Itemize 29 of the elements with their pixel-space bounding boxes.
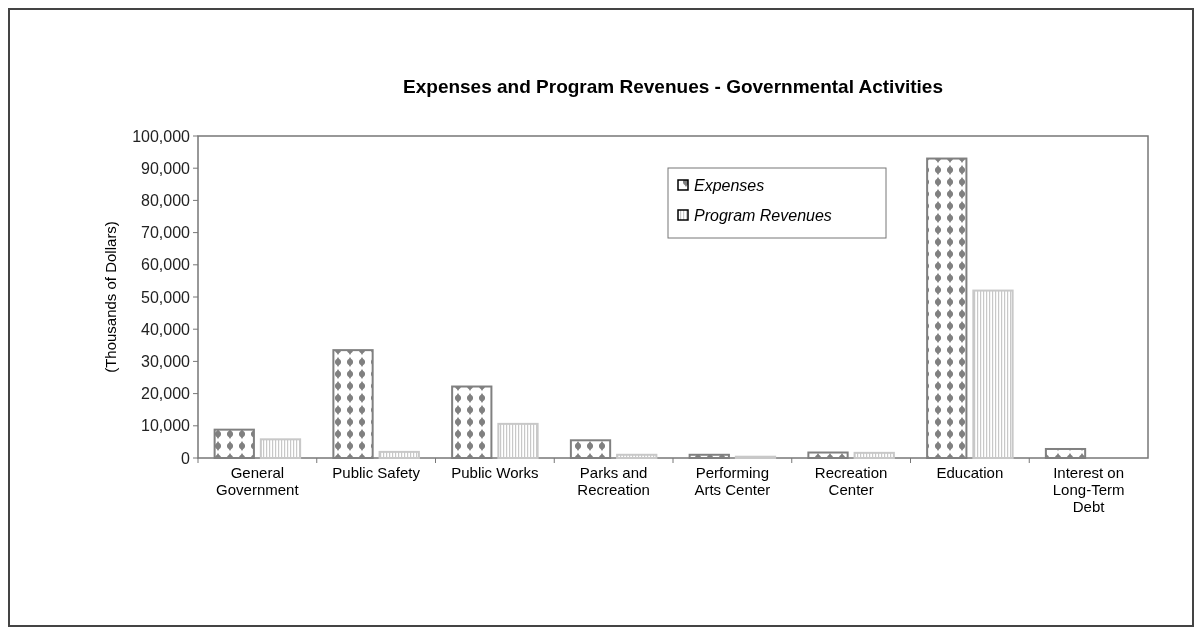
y-tick-label: 50,000 bbox=[141, 288, 191, 306]
x-tick-label: Performing Arts Center bbox=[694, 464, 771, 498]
x-tick-label: Interest on Long-Term Debt bbox=[1052, 464, 1125, 515]
chart-title: Expenses and Program Revenues - Governmental Activities bbox=[403, 76, 943, 97]
y-axis-title: (Thousands of Dollars) bbox=[102, 221, 119, 373]
y-tick-label: 0 bbox=[181, 449, 191, 467]
y-tick-label: 60,000 bbox=[141, 256, 191, 274]
bar bbox=[378, 450, 420, 459]
bar bbox=[853, 451, 895, 459]
x-tick-label: Recreation Center bbox=[814, 464, 888, 498]
y-tick-label: 20,000 bbox=[141, 385, 191, 403]
y-tick-label: 80,000 bbox=[141, 192, 191, 209]
x-tick-label: Public Works bbox=[451, 464, 539, 481]
y-tick-label: 30,000 bbox=[141, 353, 191, 370]
y-tick-label: 10,000 bbox=[141, 417, 191, 435]
bar bbox=[497, 422, 539, 459]
bar bbox=[972, 289, 1014, 459]
x-tick-label: Parks and Recreation bbox=[577, 464, 650, 498]
x-tick-label: Education bbox=[936, 464, 1004, 481]
x-tick-label: General Government bbox=[216, 464, 300, 498]
legend-label: Expenses bbox=[694, 176, 765, 194]
bar bbox=[259, 438, 302, 459]
y-tick-label: 90,000 bbox=[141, 159, 191, 177]
y-tick-label: 100,000 bbox=[132, 127, 191, 145]
legend-label: Program Revenues bbox=[694, 206, 832, 224]
x-tick-label: Public Safety bbox=[332, 464, 421, 481]
bar bbox=[616, 453, 658, 459]
y-tick-label: 70,000 bbox=[141, 224, 191, 242]
y-tick-label: 40,000 bbox=[141, 320, 191, 338]
